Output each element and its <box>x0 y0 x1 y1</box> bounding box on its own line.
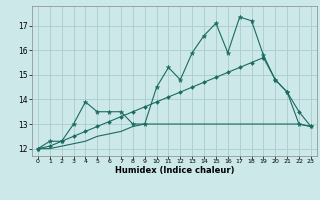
X-axis label: Humidex (Indice chaleur): Humidex (Indice chaleur) <box>115 166 234 175</box>
